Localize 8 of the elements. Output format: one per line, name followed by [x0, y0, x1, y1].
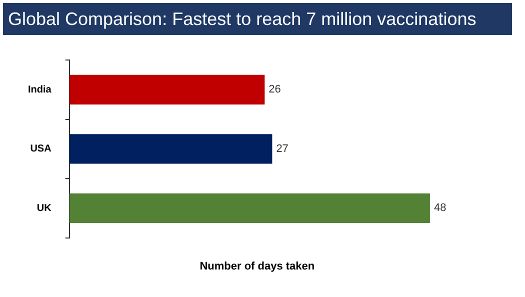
data-label: 26	[268, 84, 281, 96]
data-label: 48	[434, 202, 446, 214]
data-label: 27	[276, 142, 288, 155]
x-axis-title: Number of days taken	[200, 260, 315, 272]
y-tick-label: USA	[30, 144, 52, 155]
y-tick-label: UK	[36, 202, 52, 214]
chart-title: Global Comparison: Fastest to reach 7 million vaccinations	[3, 3, 512, 35]
y-tick-label: India	[28, 84, 52, 96]
